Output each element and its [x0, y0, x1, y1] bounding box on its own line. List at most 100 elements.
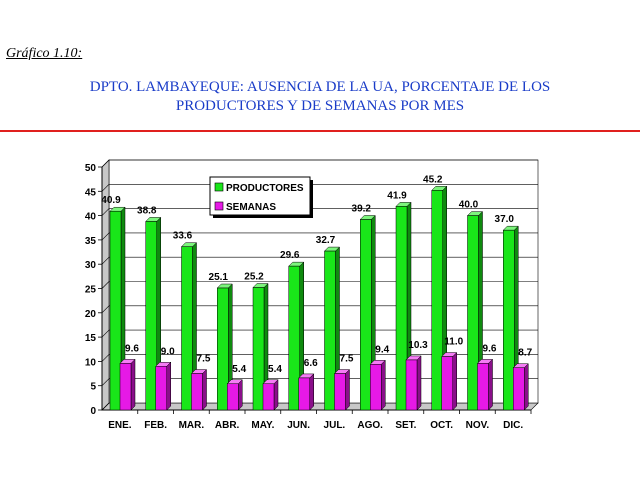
- bar-productores: [252, 287, 265, 411]
- legend-label-productores: PRODUCTORES: [226, 183, 304, 194]
- bar-semanas: [477, 363, 489, 411]
- bar-side: [130, 358, 136, 411]
- figure-label: Gráfico 1.10:: [6, 46, 83, 61]
- x-tick-label: DIC.: [503, 420, 523, 431]
- data-label-productores: 40.0: [459, 200, 479, 211]
- bar-semanas: [334, 373, 346, 411]
- gridline-side: [101, 159, 110, 168]
- bar-side: [524, 363, 529, 411]
- data-label-semanas: 5.4: [268, 364, 282, 375]
- bar-semanas: [155, 366, 167, 411]
- data-label-productores: 41.9: [387, 190, 407, 201]
- gridline-side: [101, 329, 110, 338]
- data-label-semanas: 8.7: [518, 348, 532, 359]
- gridline-side: [101, 208, 110, 216]
- data-label-productores: 33.6: [173, 231, 193, 242]
- bar-semanas: [441, 356, 453, 411]
- y-tick-label: 25: [85, 285, 97, 296]
- x-tick-label: FEB.: [144, 420, 167, 431]
- bar-side: [488, 358, 493, 411]
- x-tick-label: ENE.: [108, 420, 132, 431]
- y-tick-label: 0: [90, 406, 96, 417]
- bar-side: [309, 373, 314, 411]
- data-label-semanas: 11.0: [444, 337, 463, 348]
- data-label-semanas: 7.5: [340, 354, 354, 365]
- bar-semanas: [119, 363, 132, 411]
- bar-productores: [288, 265, 300, 411]
- data-label-productores: 39.2: [352, 203, 372, 214]
- bar-productores: [217, 287, 229, 411]
- data-label-productores: 25.1: [209, 272, 229, 283]
- bar-side: [273, 379, 279, 411]
- x-tick-label: NOV.: [466, 420, 490, 431]
- y-tick-label: 50: [85, 163, 97, 174]
- y-tick-label: 5: [90, 382, 96, 393]
- legend-swatch-productores: [214, 182, 224, 192]
- x-tick-label: JUN.: [287, 420, 310, 431]
- data-label-productores: 45.2: [423, 174, 443, 185]
- bar-side: [202, 368, 207, 411]
- data-label-productores: 38.8: [137, 205, 157, 216]
- y-tick-label: 45: [85, 187, 97, 198]
- bar-productores: [395, 206, 408, 411]
- bar-semanas: [370, 364, 382, 411]
- bar-productores: [431, 190, 443, 411]
- data-label-semanas: 7.5: [197, 354, 211, 365]
- bar-productores: [467, 215, 479, 411]
- data-label-semanas: 9.6: [125, 343, 139, 354]
- gridline-side: [101, 184, 110, 192]
- y-tick-label: 20: [85, 309, 97, 320]
- bar-semanas: [405, 359, 418, 411]
- data-label-semanas: 5.4: [232, 364, 246, 375]
- y-tick-label: 40: [85, 212, 97, 223]
- bar-productores: [145, 221, 157, 411]
- bar-side: [238, 379, 243, 411]
- x-tick-label: JUL.: [324, 420, 346, 431]
- x-tick-label: OCT.: [430, 420, 453, 431]
- data-label-semanas: 9.6: [483, 343, 497, 354]
- chart-title: DPTO. LAMBAYEQUE: AUSENCIA DE LA UA, POR…: [0, 78, 640, 116]
- bar-semanas: [513, 367, 525, 411]
- title-line-2: PRODUCTORES Y DE SEMANAS POR MES: [175, 98, 465, 114]
- data-label-productores: 40.9: [101, 195, 121, 206]
- x-tick-label: SET.: [395, 420, 416, 431]
- y-tick-label: 15: [85, 333, 97, 344]
- bar-side: [381, 359, 386, 411]
- data-label-semanas: 9.4: [375, 344, 389, 355]
- bar-productores: [503, 229, 515, 411]
- data-label-semanas: 9.0: [161, 346, 175, 357]
- data-label-productores: 32.7: [316, 235, 336, 246]
- data-label-semanas: 10.3: [408, 340, 428, 351]
- gridline-side: [101, 256, 110, 265]
- bar-productores: [109, 210, 122, 411]
- y-tick-label: 35: [85, 236, 97, 247]
- data-label-productores: 25.2: [244, 272, 264, 283]
- x-tick-label: MAR.: [179, 420, 205, 431]
- x-tick-label: ABR.: [215, 420, 240, 431]
- bar-side: [452, 351, 457, 411]
- y-tick-label: 10: [85, 357, 97, 368]
- gridline-side: [101, 378, 110, 386]
- data-label-semanas: 6.6: [304, 358, 318, 369]
- bar-semanas: [262, 383, 275, 411]
- bar-productores: [324, 250, 336, 411]
- x-tick-label: AGO.: [357, 420, 383, 431]
- title-divider: [0, 130, 640, 132]
- bar-semanas: [191, 373, 203, 411]
- gridline-side: [101, 305, 110, 314]
- gridline-side: [101, 354, 110, 362]
- gridline-side: [101, 402, 110, 411]
- bar-side: [345, 368, 350, 411]
- gridline-side: [101, 281, 110, 289]
- bar-side: [166, 361, 171, 411]
- bar-side: [416, 355, 422, 411]
- bar-semanas: [298, 377, 310, 411]
- bar-productores: [360, 219, 372, 411]
- data-label-productores: 29.6: [280, 250, 300, 261]
- title-line-1: DPTO. LAMBAYEQUE: AUSENCIA DE LA UA, POR…: [89, 79, 551, 95]
- legend-label-semanas: SEMANAS: [226, 202, 276, 213]
- legend-box: [209, 176, 311, 216]
- x-tick-label: MAY.: [251, 420, 274, 431]
- y-tick-label: 30: [85, 260, 97, 271]
